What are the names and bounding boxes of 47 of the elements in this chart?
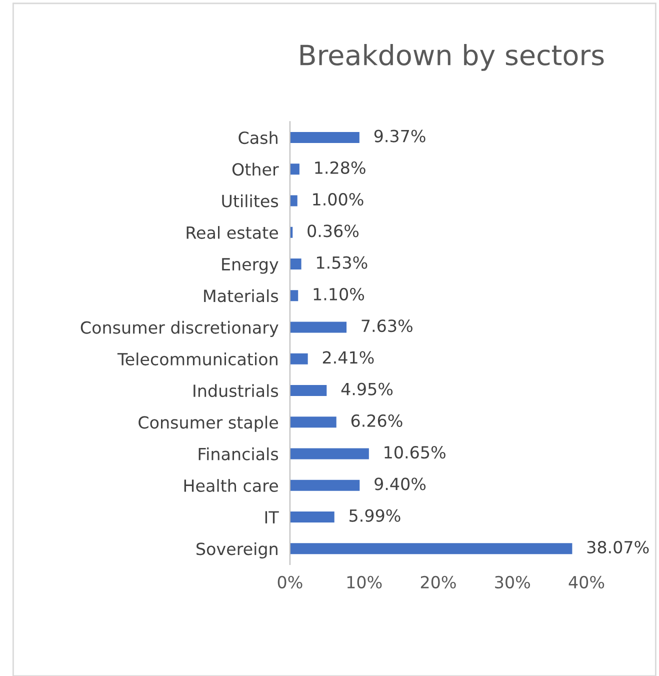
bar: [290, 384, 327, 396]
bar: [290, 448, 369, 460]
data-label: 5.99%: [350, 509, 400, 522]
bar: [290, 290, 298, 302]
bar: [290, 543, 572, 554]
y-tick-label: IT: [265, 511, 279, 524]
x-tick-label: 0%: [278, 576, 302, 588]
y-tick-label: Financials: [198, 447, 278, 460]
y-tick-label: Telecommunication: [117, 352, 278, 366]
x-tick-label: 30%: [495, 576, 530, 588]
data-label: 1.28%: [315, 161, 366, 174]
bar: [290, 195, 298, 206]
data-label: 9.40%: [374, 478, 426, 490]
data-label: 4.95%: [341, 382, 393, 396]
bar: [290, 258, 302, 270]
y-tick-label: Energy: [222, 258, 278, 274]
x-tick-label: 10%: [347, 576, 382, 588]
bar: [290, 511, 334, 523]
bar: [290, 322, 347, 333]
y-tick-label: Industrials: [194, 384, 278, 398]
data-label: 0.36%: [308, 224, 359, 238]
data-label: 6.26%: [351, 414, 402, 427]
data-label: 38.07%: [587, 540, 649, 554]
bar: [290, 132, 360, 144]
data-label: 2.41%: [322, 351, 374, 364]
y-tick-label: Materials: [204, 289, 278, 302]
bar: [290, 416, 336, 428]
bar: [290, 353, 308, 364]
bar: [290, 480, 360, 491]
bar: [290, 164, 300, 175]
x-tick-label: 40%: [568, 576, 604, 588]
y-tick-label: Sovereign: [196, 542, 278, 558]
y-tick-label: Real estate: [186, 226, 278, 239]
data-label: 1.53%: [317, 256, 368, 269]
y-tick-label: Consumer staple: [138, 416, 278, 432]
y-tick-label: Consumer discretionary: [80, 320, 278, 338]
y-tick-label: Utilites: [222, 194, 278, 208]
data-label: 10.65%: [384, 446, 446, 459]
y-tick-label: Cash: [238, 131, 278, 144]
y-tick-label: Health care: [184, 479, 278, 492]
data-label: 7.63%: [362, 319, 412, 332]
data-label: 9.37%: [374, 130, 426, 142]
chart-title: Breakdown by sectors: [300, 44, 604, 71]
y-tick-label: Other: [232, 162, 279, 176]
x-tick-label: 20%: [420, 576, 456, 588]
data-label: 1.10%: [314, 288, 364, 300]
data-label: 1.00%: [313, 192, 364, 206]
